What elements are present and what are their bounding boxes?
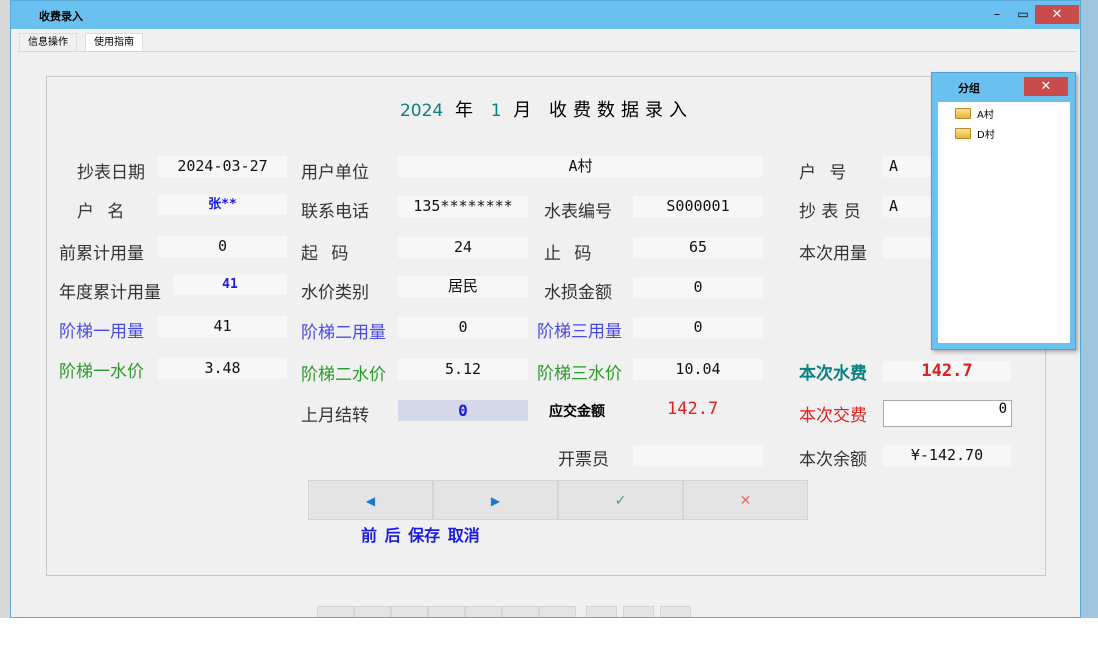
tier2-price-label: 阶梯二水价 xyxy=(301,365,386,385)
tree-item-d-village[interactable]: D村 xyxy=(955,126,995,141)
meter-no-field[interactable]: S000001 xyxy=(633,196,763,217)
next-icon: ▶ xyxy=(490,494,501,508)
annual-total-field[interactable]: 41 xyxy=(173,274,287,295)
tier3-price-field[interactable]: 10.04 xyxy=(633,359,763,380)
folder-icon xyxy=(955,108,971,119)
toolbar-button[interactable] xyxy=(660,606,691,617)
toolbar-button[interactable] xyxy=(502,606,539,617)
loss-amount-label: 水损金额 xyxy=(544,283,612,303)
toolbar-button[interactable] xyxy=(428,606,465,617)
invoicer-label: 开票员 xyxy=(558,450,609,470)
reader-label: 抄 表 员 xyxy=(799,202,861,222)
group-popup: 分组 ✕ A村 D村 xyxy=(931,72,1076,350)
amount-due-value: 142.7 xyxy=(667,399,719,419)
water-fee-field: 142.7 xyxy=(883,361,1011,382)
account-name-field[interactable]: 张** xyxy=(158,194,287,215)
tree-item-label: D村 xyxy=(977,130,995,141)
title-year: 2024 xyxy=(399,101,444,121)
user-unit-label: 用户单位 xyxy=(301,163,369,183)
tier1-price-label: 阶梯一水价 xyxy=(59,362,144,382)
last-carry-label: 上月结转 xyxy=(301,406,369,426)
toolbar-button[interactable] xyxy=(623,606,654,617)
tab-divider xyxy=(17,51,1077,52)
toolbar-button[interactable] xyxy=(391,606,428,617)
group-tree: A村 D村 xyxy=(938,102,1070,343)
reader-field[interactable]: A xyxy=(883,196,933,217)
toolbar-button[interactable] xyxy=(539,606,576,617)
tier2-price-field[interactable]: 5.12 xyxy=(398,359,528,380)
tier1-usage-field[interactable]: 41 xyxy=(158,316,287,337)
account-name-label: 户 名 xyxy=(77,202,125,222)
page-title: 2024 年 1 月 收费数据录入 xyxy=(11,96,1080,122)
tier3-price-label: 阶梯三水价 xyxy=(537,364,622,384)
account-no-field[interactable]: A xyxy=(883,156,933,177)
payment-label: 本次交费 xyxy=(799,406,867,426)
meter-no-label: 水表编号 xyxy=(544,202,612,222)
close-icon[interactable]: ✕ xyxy=(1035,5,1079,24)
prev-button[interactable]: ◀ xyxy=(308,480,433,520)
button-captions: 前 后 保存 取消 xyxy=(361,526,480,545)
window-title: 收费录入 xyxy=(39,10,83,23)
cancel-button[interactable]: ✕ xyxy=(683,480,808,520)
prev-total-field[interactable]: 0 xyxy=(158,236,287,257)
tab-info-operation[interactable]: 信息操作 xyxy=(19,33,77,51)
price-type-label: 水价类别 xyxy=(301,283,369,303)
main-window: 收费录入 – ▭ ✕ 信息操作 使用指南 2024 年 1 月 收费数据录入 抄… xyxy=(10,0,1081,618)
current-usage-field[interactable] xyxy=(883,237,933,258)
tier3-usage-label: 阶梯三用量 xyxy=(537,322,622,342)
toolbar-button[interactable] xyxy=(465,606,502,617)
phone-field[interactable]: 135******** xyxy=(398,196,528,217)
title-month: 1 xyxy=(490,101,502,121)
popup-close-icon[interactable]: ✕ xyxy=(1024,77,1068,96)
loss-amount-field[interactable]: 0 xyxy=(633,277,763,298)
toolbar-button[interactable] xyxy=(354,606,391,617)
phone-label: 联系电话 xyxy=(301,202,369,222)
tab-user-guide[interactable]: 使用指南 xyxy=(85,33,143,51)
end-code-label: 止 码 xyxy=(544,244,592,264)
maximize-icon[interactable]: ▭ xyxy=(1017,7,1029,21)
current-usage-label: 本次用量 xyxy=(799,244,867,264)
user-unit-field[interactable]: A村 xyxy=(398,156,763,177)
amount-due-label: 应交金额 xyxy=(549,404,605,420)
start-code-field[interactable]: 24 xyxy=(398,237,528,258)
balance-field: ¥-142.70 xyxy=(883,445,1011,466)
start-code-label: 起 码 xyxy=(301,244,349,264)
title-text: 收费数据录入 xyxy=(549,100,694,121)
tier3-usage-field[interactable]: 0 xyxy=(633,317,763,338)
water-fee-label: 本次水费 xyxy=(799,364,867,384)
title-year-suffix: 年 xyxy=(454,100,479,121)
next-button[interactable]: ▶ xyxy=(433,480,558,520)
prev-total-label: 前累计用量 xyxy=(59,244,144,264)
tier1-price-field[interactable]: 3.48 xyxy=(158,358,287,379)
tree-item-a-village[interactable]: A村 xyxy=(955,106,994,121)
annual-total-label: 年度累计用量 xyxy=(59,283,161,303)
popup-title: 分组 xyxy=(958,82,980,95)
read-date-label: 抄表日期 xyxy=(77,163,145,183)
prev-icon: ◀ xyxy=(365,494,376,508)
account-no-label: 户 号 xyxy=(799,163,847,183)
end-code-field[interactable]: 65 xyxy=(633,237,763,258)
tree-item-label: A村 xyxy=(977,110,994,121)
title-bar[interactable]: 收费录入 – ▭ ✕ xyxy=(11,1,1080,29)
title-month-suffix: 月 xyxy=(513,100,538,121)
price-type-field[interactable]: 居民 xyxy=(398,276,528,297)
balance-label: 本次余额 xyxy=(799,450,867,470)
folder-icon xyxy=(955,128,971,139)
minimize-icon[interactable]: – xyxy=(994,7,1000,21)
background-window-edge xyxy=(1080,0,1098,618)
tier1-usage-label: 阶梯一用量 xyxy=(59,322,144,342)
last-carry-field[interactable]: 0 xyxy=(398,400,528,421)
tier2-usage-field[interactable]: 0 xyxy=(398,317,528,338)
toolbar-button[interactable] xyxy=(317,606,354,617)
tier2-usage-label: 阶梯二用量 xyxy=(301,323,386,343)
read-date-field[interactable]: 2024-03-27 xyxy=(158,156,287,177)
payment-input[interactable]: 0 xyxy=(883,400,1012,427)
invoicer-field[interactable] xyxy=(633,445,763,466)
check-icon: ✓ xyxy=(614,493,627,509)
x-icon: ✕ xyxy=(739,493,752,509)
save-button[interactable]: ✓ xyxy=(558,480,683,520)
toolbar-button[interactable] xyxy=(586,606,617,617)
